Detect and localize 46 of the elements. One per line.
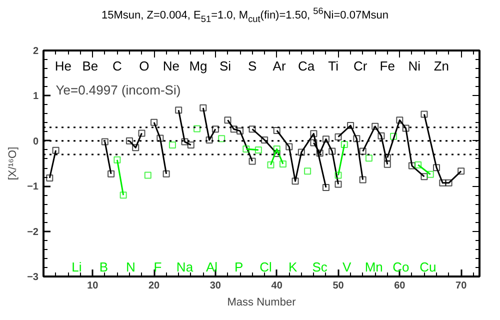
x-tick-label: 40 — [271, 280, 283, 292]
annotation: He — [54, 58, 72, 74]
chart-title: 15Msun, Z=0.004, E$_{51}$=1.0, M$_{cut}$(fin)=1.50, $^{56}$Ni=0.07Msun — [102, 5, 388, 26]
annotation: Ca — [298, 58, 316, 74]
y-tick-label: 0 — [32, 136, 39, 148]
annotation: O — [139, 58, 150, 74]
annotation: V — [342, 260, 352, 275]
y-tick-label: −2 — [27, 226, 39, 238]
y-tick-label: −3 — [27, 272, 39, 283]
annotation: Li — [72, 260, 82, 275]
annotation: Ti — [328, 58, 339, 74]
y-tick-label: 1 — [32, 91, 39, 102]
x-tick-label: 70 — [456, 280, 468, 292]
annotation: Cr — [354, 58, 368, 74]
annotation: Mg — [189, 58, 208, 74]
y-axis-title: [X/¹⁶O] — [7, 146, 20, 180]
y-tick-label: −1 — [27, 182, 39, 193]
annotation: K — [288, 260, 298, 275]
annotation: B — [99, 260, 108, 275]
annotation: Ne — [162, 58, 180, 74]
annotation: Be — [82, 58, 98, 74]
annotation: Co — [392, 260, 410, 275]
annotation: Mn — [364, 260, 383, 275]
x-tick-label: 50 — [332, 280, 344, 292]
annotation: P — [234, 260, 244, 275]
annotation: N — [126, 260, 136, 275]
x-tick-label: 10 — [87, 280, 99, 292]
x-tick-label: 30 — [210, 280, 222, 292]
x-tick-label: 60 — [394, 280, 406, 292]
annotation: F — [154, 260, 162, 275]
annotation: Cl — [260, 260, 272, 275]
annotation: Fe — [380, 58, 395, 74]
annotation: Sc — [312, 260, 328, 275]
annotation: Si — [219, 58, 232, 74]
annotation: Cu — [420, 260, 436, 275]
annotation: Ni — [408, 58, 421, 74]
annotation: S — [248, 58, 257, 74]
x-tick-label: 20 — [148, 280, 160, 292]
x-axis-title: Mass Number — [227, 296, 296, 308]
annotation: C — [112, 58, 122, 74]
annotation: Ar — [272, 58, 286, 74]
annotation: Ye=0.4997 (incom-Si) — [56, 82, 181, 98]
annotation: Na — [176, 260, 194, 275]
annotation: Zn — [434, 58, 450, 74]
annotation: Al — [206, 260, 218, 275]
y-tick-label: 2 — [32, 46, 39, 57]
